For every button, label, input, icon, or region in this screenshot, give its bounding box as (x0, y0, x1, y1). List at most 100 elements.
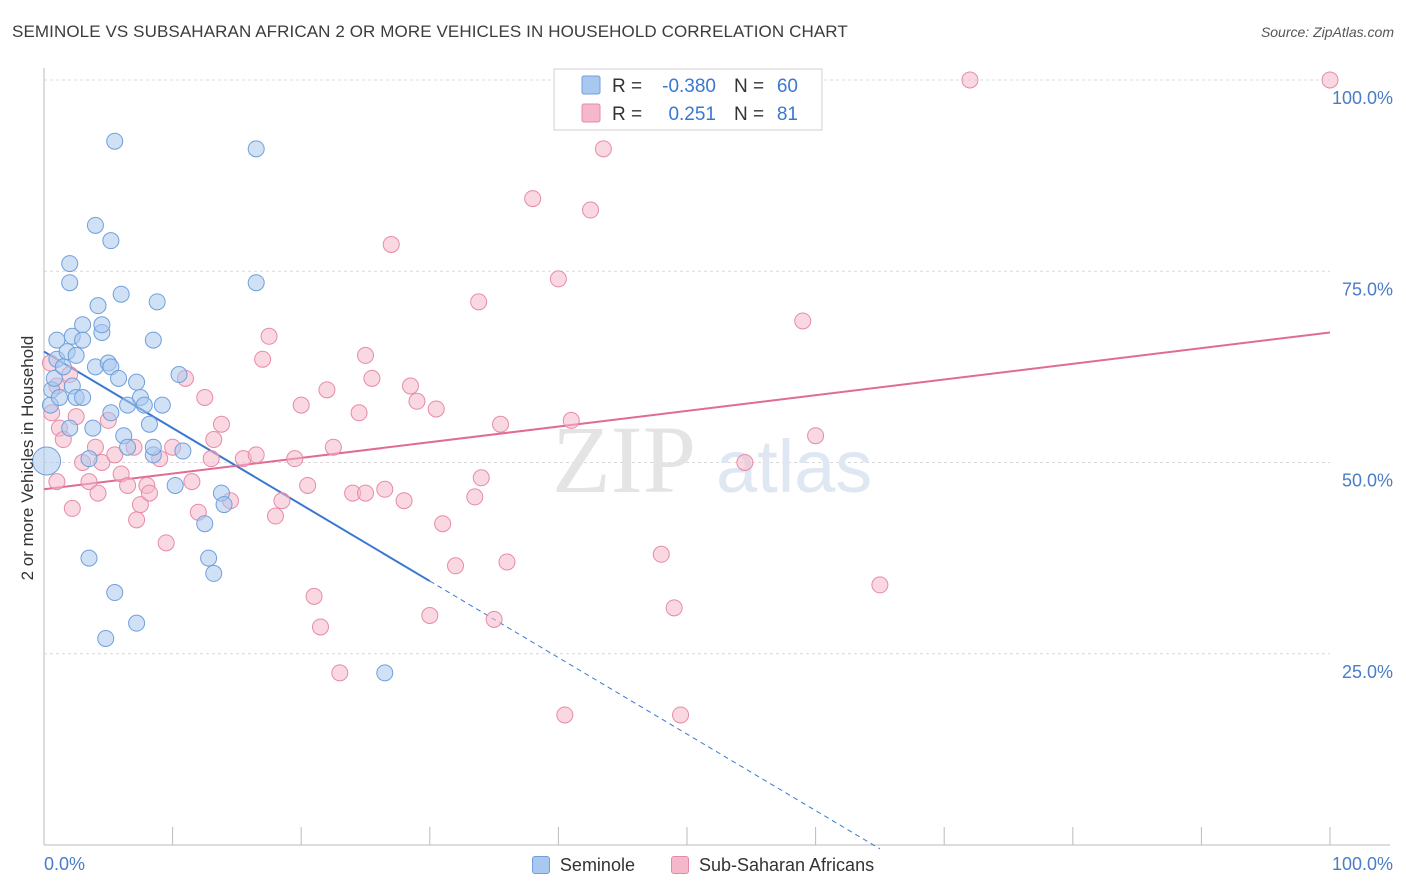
seminole-point (174, 442, 192, 460)
seminole-point (84, 419, 102, 437)
subsaharan-point (48, 473, 66, 491)
subsaharan-legend-swatch (581, 103, 601, 123)
seminole-point (140, 415, 158, 433)
y-axis-label: 2 or more Vehicles in Household (18, 336, 37, 581)
chart-title: SEMINOLE VS SUBSAHARAN AFRICAN 2 OR MORE… (12, 22, 848, 41)
seminole-point (148, 293, 166, 311)
subsaharan-point (594, 140, 612, 158)
seminole-point (110, 369, 128, 387)
source-credit: Source: ZipAtlas.com (1260, 24, 1394, 40)
seminole-point (74, 388, 92, 406)
seminole-legend-label: Seminole (559, 854, 635, 875)
subsaharan-point (524, 190, 542, 208)
seminole-n-value: 60 (777, 76, 798, 97)
series-legend: Seminole Sub-Saharan Africans (0, 852, 1406, 878)
seminole-point (106, 132, 124, 150)
subsaharan-point (395, 492, 413, 510)
seminole-point (170, 366, 188, 384)
seminole-point (102, 232, 120, 250)
data-points (32, 71, 1339, 724)
seminole-point (128, 614, 146, 632)
seminole-point (45, 369, 63, 387)
subsaharan-point (106, 446, 124, 464)
seminole-point (166, 476, 184, 494)
subsaharan-point (1321, 71, 1339, 89)
subsaharan-point (183, 473, 201, 491)
subsaharan-point (196, 388, 214, 406)
legend-item-subsaharan: Sub-Saharan Africans (670, 852, 875, 878)
subsaharan-swatch (670, 856, 689, 874)
subsaharan-point (408, 392, 426, 410)
grid-lines: 25.0% 50.0% 75.0% 100.0% (44, 79, 1393, 682)
subsaharan-r-label: R = (612, 104, 642, 125)
seminole-point (106, 584, 124, 602)
subsaharan-n-value: 81 (777, 104, 798, 125)
subsaharan-point (273, 492, 291, 510)
seminole-point (86, 216, 104, 234)
subsaharan-point (331, 664, 349, 682)
subsaharan-point (324, 438, 342, 456)
seminole-point (128, 373, 146, 391)
subsaharan-point (447, 557, 465, 575)
seminole-point (205, 564, 223, 582)
y-tick-label: 50.0% (1342, 471, 1393, 491)
subsaharan-point (212, 415, 230, 433)
subsaharan-point (492, 415, 510, 433)
subsaharan-point (357, 484, 374, 502)
legend-item-seminole: Seminole (531, 852, 635, 878)
subsaharan-point (299, 476, 317, 494)
seminole-point (74, 316, 92, 334)
subsaharan-r-value: 0.251 (668, 104, 716, 125)
subsaharan-point (562, 411, 580, 429)
subsaharan-point (202, 450, 220, 468)
x-tick-label-min: 0.0% (44, 854, 85, 874)
subsaharan-point (89, 484, 107, 502)
seminole-point (50, 388, 68, 406)
seminole-trend-extension (429, 580, 881, 850)
subsaharan-trend-line (43, 331, 1331, 491)
seminole-point (200, 549, 218, 567)
subsaharan-point (131, 496, 149, 514)
seminole-point (247, 140, 265, 158)
seminole-point (97, 629, 115, 647)
subsaharan-point (140, 484, 158, 502)
subsaharan-legend-label: Sub-Saharan Africans (698, 854, 875, 875)
subsaharan-point (672, 706, 690, 724)
subsaharan-point (427, 400, 445, 418)
subsaharan-point (961, 71, 979, 89)
subsaharan-point (119, 476, 137, 494)
subsaharan-point (357, 346, 374, 364)
y-tick-label: 75.0% (1342, 279, 1393, 299)
seminole-point (144, 438, 162, 456)
subsaharan-point (871, 576, 889, 594)
seminole-point (32, 446, 62, 476)
seminole-point (153, 396, 171, 414)
seminole-point (74, 331, 92, 349)
subsaharan-point (286, 450, 304, 468)
seminole-point (144, 331, 162, 349)
seminole-point (80, 549, 98, 567)
subsaharan-point (382, 235, 400, 253)
subsaharan-point (63, 499, 81, 517)
seminole-r-label: R = (612, 76, 642, 97)
seminole-point (196, 515, 214, 533)
seminole-point (102, 404, 120, 422)
subsaharan-point (556, 706, 574, 724)
subsaharan-point (260, 327, 278, 345)
subsaharan-point (128, 511, 146, 529)
seminole-point (61, 255, 79, 273)
subsaharan-point (466, 488, 484, 506)
subsaharan-point (266, 507, 284, 525)
subsaharan-point (318, 381, 336, 399)
subsaharan-point (305, 587, 323, 605)
seminole-point (376, 664, 394, 682)
subsaharan-point (434, 515, 452, 533)
stats-legend: R = -0.380 N = 60 R = 0.251 N = 81 (553, 68, 823, 131)
seminole-point (61, 274, 79, 292)
seminole-point (112, 285, 130, 303)
subsaharan-point (350, 404, 368, 422)
seminole-legend-swatch (581, 75, 601, 95)
subsaharan-point (247, 446, 265, 464)
subsaharan-point (205, 431, 223, 449)
subsaharan-point (794, 312, 812, 330)
